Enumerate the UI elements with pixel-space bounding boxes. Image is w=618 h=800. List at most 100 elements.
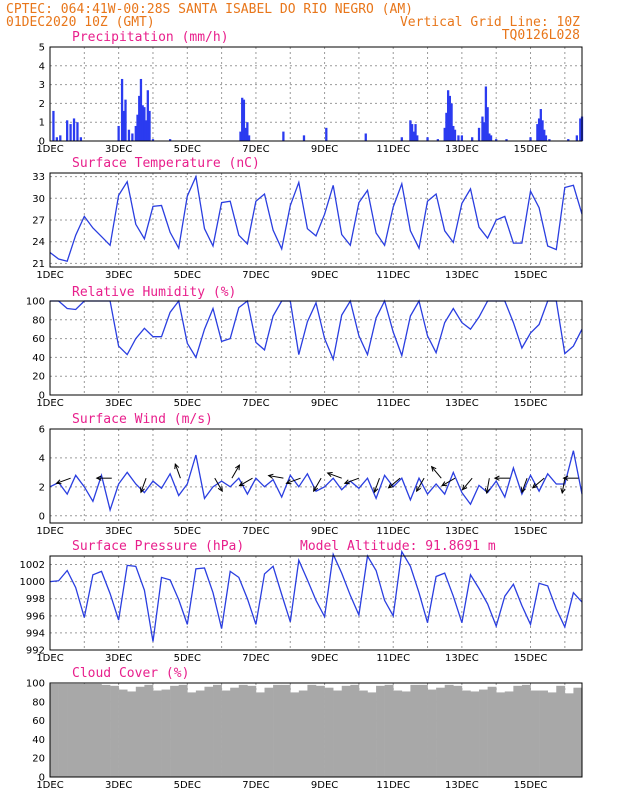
precip-bar xyxy=(144,120,148,141)
cloud-cover-bar xyxy=(367,692,377,777)
precip-bar xyxy=(302,135,306,141)
header-station: CPTEC: 064:41W-00:28S SANTA ISABEL DO RI… xyxy=(6,2,413,17)
precip-bar xyxy=(138,95,141,141)
cloud-cover-bar xyxy=(178,684,188,777)
precip-bar xyxy=(483,122,486,141)
wind-xtick-label: 7DEC xyxy=(242,526,269,537)
precip-bar xyxy=(325,127,328,141)
humidity-plot: 0 20 40 60 80 100 1DEC 3DEC 5DEC 7DEC 9DEC 11DEC 13D… xyxy=(26,297,583,409)
cloud-cover-bar xyxy=(333,690,343,777)
cloud-cover-bar xyxy=(384,684,394,777)
cloud-cover-bar xyxy=(255,692,265,777)
precip-bar xyxy=(548,139,551,141)
wind-vector-arrow xyxy=(231,464,240,479)
precip-bar xyxy=(76,122,79,141)
cloud-cover-bar xyxy=(84,683,94,777)
precip-bar xyxy=(486,107,489,141)
wind-series-line xyxy=(49,450,583,513)
wind-vector-arrow xyxy=(313,477,322,493)
wind-vector-arrow xyxy=(343,477,360,485)
cloud-cover-bar xyxy=(290,692,300,777)
wind-vector-arrow xyxy=(95,475,112,481)
cloud-cover-bar xyxy=(127,691,137,777)
precip-bar xyxy=(481,116,484,141)
wind-xtick-label: 3DEC xyxy=(105,526,132,537)
cloud-cover-xtick-label: 13DEC xyxy=(445,780,479,791)
cloud-cover-bar xyxy=(247,685,257,777)
cloud-cover-bar xyxy=(461,690,471,777)
wind-xtick-label: 9DEC xyxy=(311,526,338,537)
wind-panel: Surface Wind (m/s) 0 2 4 6 1DEC 3DEC 5DEC 7DEC 9… xyxy=(36,412,583,537)
cloud-cover-bar xyxy=(504,691,514,777)
precip-bar xyxy=(412,131,415,141)
humidity-xtick-label: 13DEC xyxy=(445,398,479,409)
cloud-cover-bar xyxy=(161,689,171,777)
wind-vector-arrow xyxy=(387,477,401,489)
precip-bar xyxy=(139,78,143,141)
cloud-cover-bar xyxy=(230,687,240,777)
cloud-cover-xtick-label: 3DEC xyxy=(105,780,132,791)
precip-bar xyxy=(537,118,541,141)
cloud-cover-bar xyxy=(350,684,360,777)
cloud-cover-bar xyxy=(358,690,368,777)
precip-bar xyxy=(414,124,417,141)
cloud-cover-title: Cloud Cover (%) xyxy=(72,666,189,681)
precip-bar xyxy=(69,124,72,141)
temperature-xtick-label: 9DEC xyxy=(311,270,338,281)
wind-vector-arrow xyxy=(484,478,491,495)
precip-bar xyxy=(246,122,249,141)
cloud-cover-bar xyxy=(187,692,197,777)
precip-bar xyxy=(484,86,488,141)
pressure-xtick-label: 5DEC xyxy=(174,653,201,664)
precip-bar xyxy=(416,135,419,141)
precip-bar xyxy=(579,118,582,141)
precipitation-panel: Precipitation (mm/h) 0 1 2 3 4 5 1DEC 3DEC 5DEC 7… xyxy=(36,30,584,155)
temperature-xtick-label: 11DEC xyxy=(376,270,410,281)
cloud-cover-bar xyxy=(341,685,351,777)
cloud-cover-xtick-label: 1DEC xyxy=(36,780,63,791)
cloud-cover-bar xyxy=(75,683,85,777)
precip-bar xyxy=(282,131,285,141)
precip-bar xyxy=(536,124,539,141)
precip-bar xyxy=(247,135,251,141)
wind-vector-arrow xyxy=(139,477,147,494)
humidity-ytick-label: 60 xyxy=(32,334,45,345)
precip-bar xyxy=(446,90,450,141)
precip-bar xyxy=(143,107,146,141)
cloud-cover-bar xyxy=(573,687,583,777)
cloud-cover-bar xyxy=(521,684,531,777)
wind-vector-arrow xyxy=(238,477,253,487)
cloud-cover-bar xyxy=(50,683,59,777)
cloud-cover-ytick-label: 0 xyxy=(39,773,45,784)
precip-bar xyxy=(443,127,446,141)
cloud-cover-ytick-label: 20 xyxy=(32,754,45,765)
humidity-xtick-label: 1DEC xyxy=(36,398,63,409)
precipitation-ytick-label: 0 xyxy=(39,137,45,148)
cloud-cover-ytick-label: 100 xyxy=(26,679,45,690)
cloud-cover-bar xyxy=(496,692,506,777)
cloud-cover-xtick-label: 7DEC xyxy=(242,780,269,791)
temperature-panel: Surface Temperature (nC) 21 24 27 30 33 1DEC 3… xyxy=(32,156,583,281)
cloud-cover-bar xyxy=(110,685,119,777)
temperature-plot: 21 24 27 30 33 1DEC 3DEC 5DEC 7DEC 9DEC 11DEC 13DEC… xyxy=(32,172,583,281)
precip-bar xyxy=(539,109,542,141)
precip-bar xyxy=(567,139,570,141)
temperature-ytick-label: 21 xyxy=(32,259,45,270)
wind-vector-arrow xyxy=(285,477,301,485)
cloud-cover-xtick-label: 11DEC xyxy=(376,780,410,791)
precip-bar xyxy=(127,129,131,141)
wind-ytick-label: 4 xyxy=(39,453,45,464)
cloud-cover-bar xyxy=(92,683,102,777)
humidity-xtick-label: 5DEC xyxy=(174,398,201,409)
humidity-ytick-label: 40 xyxy=(32,353,45,364)
pressure-title: Surface Pressure (hPa) xyxy=(72,539,244,554)
wind-xtick-label: 5DEC xyxy=(174,526,201,537)
precipitation-xtick-label: 3DEC xyxy=(105,144,132,155)
cloud-cover-xtick-label: 5DEC xyxy=(174,780,201,791)
wind-vector-arrow xyxy=(326,472,342,479)
cloud-cover-bar xyxy=(453,685,463,777)
precip-bar xyxy=(400,137,403,141)
cloud-cover-bar xyxy=(418,684,428,777)
precip-bar xyxy=(124,99,127,141)
pressure-xtick-label: 7DEC xyxy=(242,653,269,664)
